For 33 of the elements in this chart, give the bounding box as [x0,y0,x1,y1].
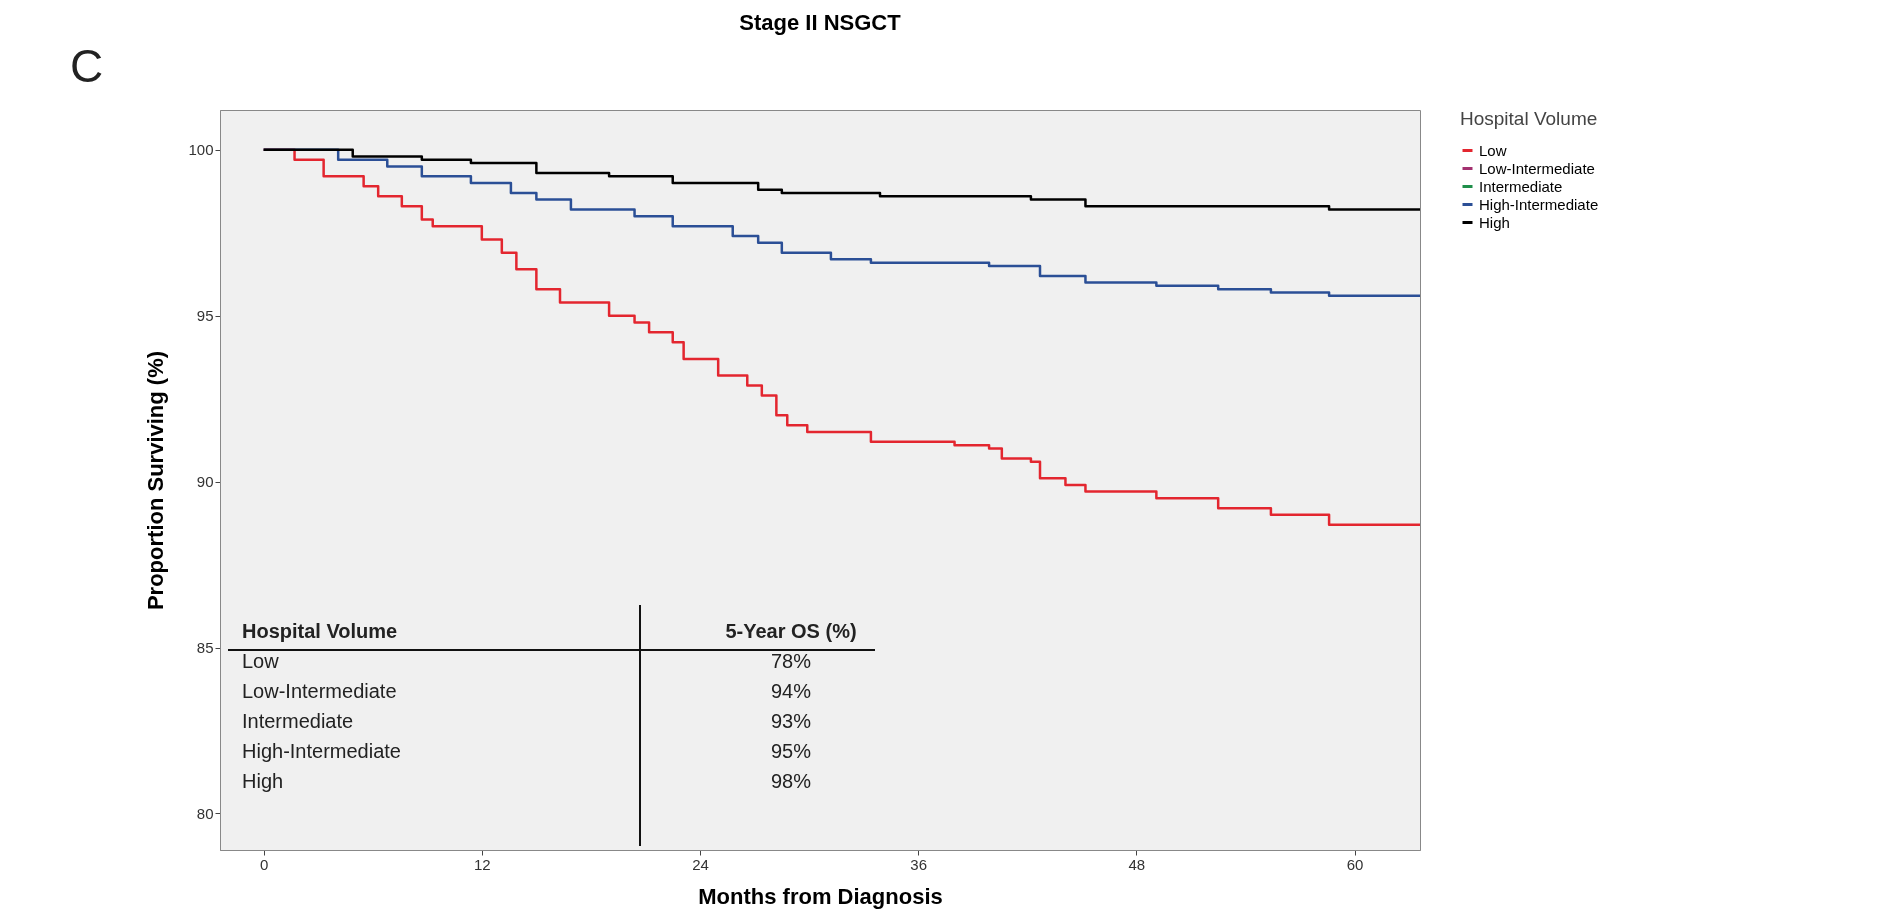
x-tick-label: 60 [1346,855,1364,873]
y-tick-label: 100 [188,141,214,159]
y-tick-label: 85 [196,639,214,657]
y-axis-title: Proportion Surviving (%) [143,350,169,611]
x-tick-label: 36 [910,855,928,873]
legend-title: Hospital Volume [1460,108,1598,129]
legend-label: Low [1479,141,1507,159]
annotation: Low [242,650,280,672]
legend-label: High-Intermediate [1479,195,1599,213]
x-tick-label: 0 [259,855,269,873]
legend-label: Low-Intermediate [1479,159,1595,177]
x-tick-label: 48 [1128,855,1146,873]
text: C [70,40,104,92]
x-tick-label: 24 [692,855,709,873]
annotation: 93% [770,710,812,732]
annotation: 95% [770,740,812,762]
legend-label: High [1479,213,1510,231]
annotation: Hospital Volume [242,620,398,642]
legend-label: Intermediate [1479,177,1563,195]
annotation: Low-Intermediate [242,680,397,702]
annotation: 94% [770,680,812,702]
chart-title: Stage II NSGCT [739,10,902,35]
annotation: High [242,770,284,792]
annotation: Intermediate [242,710,354,732]
annotation: 5-Year OS (%) [725,620,857,642]
x-tick-label: 12 [473,855,491,873]
y-tick-label: 80 [196,805,214,822]
y-tick-label: 90 [196,473,214,491]
y-tick-label: 95 [196,307,214,325]
annotation: High-Intermediate [242,740,401,762]
annotation: 78% [770,650,812,672]
x-axis-title: Months from Diagnosis [698,883,943,909]
annotation: 98% [770,770,812,792]
